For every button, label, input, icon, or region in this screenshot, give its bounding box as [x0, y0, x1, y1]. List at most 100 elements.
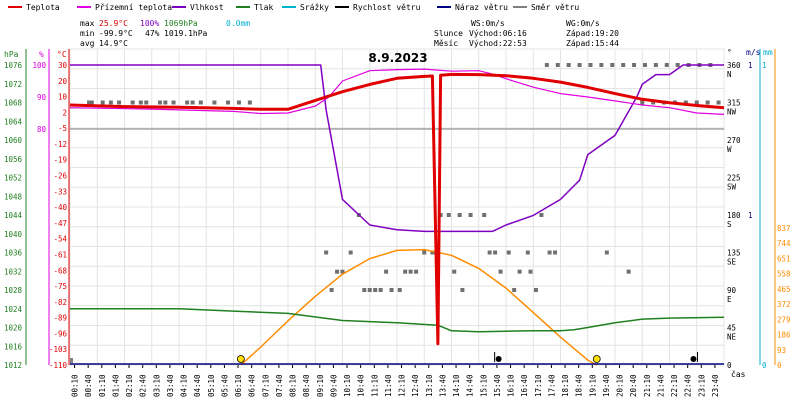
stat-max-press: 1069hPa — [164, 19, 198, 28]
x-tick-label: 02:40 — [139, 374, 148, 397]
solar-tick: 465 — [777, 285, 791, 294]
x-tick-label: 04:40 — [193, 374, 202, 397]
dir-tick-deg: 315 — [727, 99, 741, 108]
x-tick-label: 04:10 — [180, 374, 189, 397]
wind-direction-mark — [335, 269, 340, 274]
legend-label: Směr větru — [531, 3, 579, 12]
wind-direction-mark — [138, 100, 143, 105]
x-tick-label: 20:10 — [616, 374, 625, 397]
wind-direction-mark — [544, 63, 549, 67]
wind-direction-mark — [130, 100, 135, 105]
wind-direction-mark — [198, 100, 203, 105]
wind-direction-mark — [621, 63, 626, 67]
stat-max-label: max — [80, 19, 95, 28]
legend-label: Náraz větru — [455, 3, 508, 12]
wind-direction-mark — [430, 250, 435, 255]
temp-tick: 10 — [58, 93, 68, 102]
wind-direction-mark — [517, 269, 522, 274]
x-tick-label: 07:10 — [261, 374, 270, 397]
solar-tick: 744 — [777, 239, 791, 248]
wind-direction-mark — [525, 250, 530, 255]
wind-direction-mark — [226, 100, 231, 105]
wind-direction-mark — [362, 288, 367, 292]
wind-direction-mark — [373, 288, 378, 292]
wind-direction-mark — [640, 100, 645, 105]
x-tick-label: 13:10 — [425, 374, 434, 397]
temp-tick: -110 — [49, 361, 68, 370]
x-tick-label: 09:10 — [316, 374, 325, 397]
hpa-tick: 1056 — [4, 155, 23, 164]
dir-tick-cardinal: W — [727, 145, 732, 154]
temp-tick: -82 — [53, 298, 67, 307]
sunset-marker — [592, 355, 601, 363]
x-tick-label: 06:40 — [248, 374, 257, 397]
wind-direction-mark — [664, 63, 669, 67]
wind-direction-mark — [599, 63, 604, 67]
x-tick-label: 17:10 — [534, 374, 543, 397]
wind-direction-mark — [610, 63, 615, 67]
wind-direction-mark — [384, 269, 389, 274]
wind-direction-mark — [604, 250, 609, 255]
wind-direction-mark — [675, 63, 680, 67]
temp-tick: -103 — [49, 345, 67, 354]
dir-tick-cardinal: SW — [727, 183, 737, 192]
x-tick-label: 02:10 — [125, 374, 134, 397]
wind-direction-mark — [577, 63, 582, 67]
x-tick-label: 19:10 — [588, 374, 597, 397]
x-tick-label: 11:10 — [370, 374, 379, 397]
small-marker — [70, 358, 73, 363]
wind-direction-mark — [632, 63, 637, 67]
dir-tick-deg: 0 — [727, 361, 732, 370]
x-tick-label: 16:10 — [507, 374, 516, 397]
legend-label: Rychlost větru — [353, 3, 421, 12]
stat-min-label: min — [80, 29, 95, 38]
solar-tick: 372 — [777, 300, 791, 309]
legend-label: Teplota — [26, 3, 60, 12]
sun-rise: Východ:06:16 — [469, 29, 527, 38]
x-tick-label: 10:10 — [343, 374, 352, 397]
wind-direction-mark — [89, 100, 94, 105]
moon-rise: Východ:22:53 — [469, 39, 527, 48]
ms-unit: m/s — [746, 48, 761, 57]
wind-direction-mark — [171, 100, 176, 105]
wind-direction-mark — [533, 288, 538, 292]
wind-direction-mark — [553, 250, 558, 255]
solar-tick: 93 — [777, 346, 786, 355]
hpa-tick: 1068 — [4, 99, 23, 108]
x-tick-label: 03:10 — [152, 374, 161, 397]
dir-tick-deg: 360 — [727, 61, 741, 70]
wind-direction-mark — [566, 63, 571, 67]
hpa-tick: 1032 — [4, 267, 22, 276]
hpa-tick: 1064 — [4, 117, 23, 126]
x-tick-label: 07:40 — [275, 374, 284, 397]
x-tick-label: 00:10 — [71, 374, 80, 397]
wind-direction-mark — [482, 213, 487, 217]
wind-direction-mark — [348, 250, 353, 255]
hpa-tick: 1044 — [4, 211, 23, 220]
wind-direction-mark — [87, 100, 92, 105]
solar-tick: 651 — [777, 254, 791, 263]
wind-direction-mark — [414, 269, 419, 274]
solar-tick: 186 — [777, 331, 791, 340]
legend-label: Tlak — [254, 3, 273, 12]
wind-direction-mark — [683, 100, 688, 105]
legend-label: Vlhkost — [190, 3, 224, 12]
hpa-tick: 1028 — [4, 286, 23, 295]
moon-label: Měsíc — [434, 39, 458, 48]
temp-tick: -40 — [53, 203, 67, 212]
temp-tick: -61 — [53, 250, 67, 259]
wind-direction-mark — [642, 63, 647, 67]
wind-direction-mark — [555, 63, 560, 67]
wind-direction-mark — [157, 100, 162, 105]
x-tick-label: 01:40 — [111, 374, 120, 397]
x-tick-label: 17:40 — [547, 374, 556, 397]
wind-direction-mark — [117, 100, 122, 105]
solar-tick: 0 — [777, 361, 782, 370]
pressure-line — [70, 308, 725, 333]
wind-direction-mark — [651, 100, 656, 105]
pct-tick: 100 — [32, 61, 46, 70]
x-tick-label: 00:40 — [84, 374, 93, 397]
wind-direction-mark — [212, 100, 217, 105]
x-tick-label: 12:10 — [398, 374, 407, 397]
